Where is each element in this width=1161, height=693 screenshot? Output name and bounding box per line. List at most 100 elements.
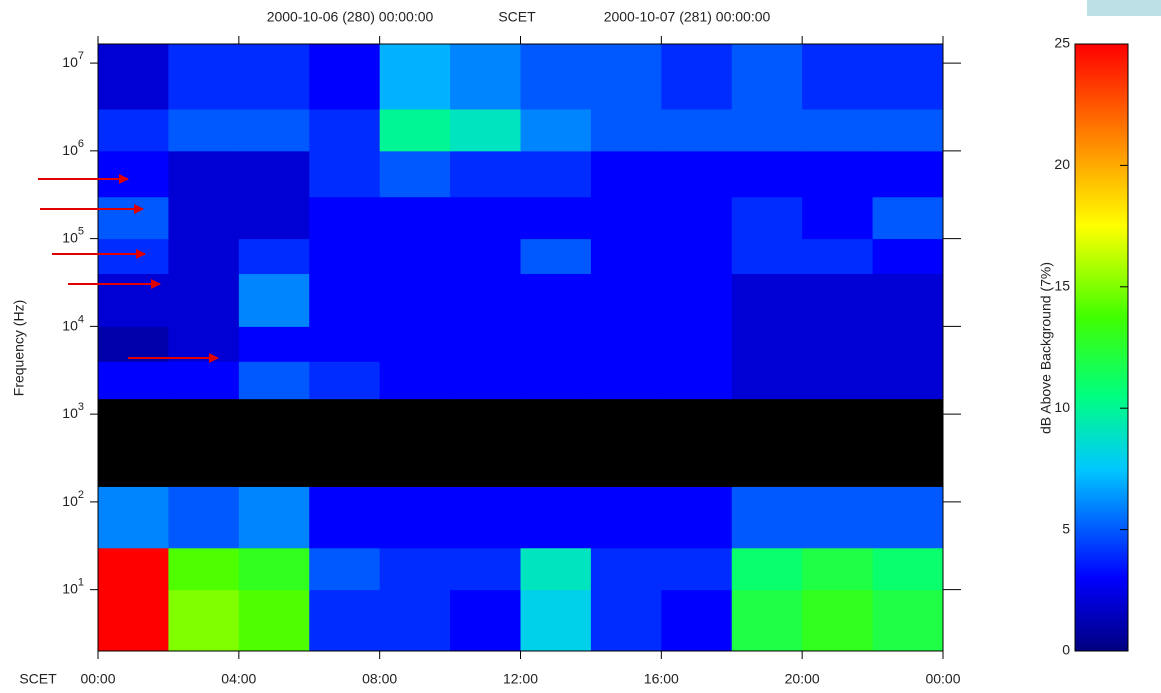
cell xyxy=(450,196,521,240)
cell xyxy=(802,361,874,400)
cell xyxy=(238,273,310,327)
cell xyxy=(872,44,944,110)
cell xyxy=(168,238,240,275)
cell xyxy=(520,108,592,152)
cell xyxy=(520,273,592,327)
cell xyxy=(731,589,803,652)
cell xyxy=(379,238,451,275)
cell xyxy=(450,273,521,327)
cell xyxy=(450,547,521,591)
x-tick-label: 04:00 xyxy=(221,671,256,687)
y-tick-exponent: 3 xyxy=(78,401,84,413)
cell xyxy=(802,108,874,152)
x-tick-label: 12:00 xyxy=(503,671,538,687)
cell xyxy=(802,486,874,549)
cell xyxy=(450,361,521,400)
cell xyxy=(168,547,240,591)
cell xyxy=(872,589,944,652)
cell xyxy=(872,398,944,487)
y-tick-exponent: 7 xyxy=(78,50,84,62)
cell xyxy=(520,238,592,275)
cell xyxy=(590,547,662,591)
y-tick-label: 104 xyxy=(62,313,84,333)
cell xyxy=(379,273,451,327)
cell xyxy=(168,273,240,327)
colorbar-tick-label: 10 xyxy=(1054,399,1070,415)
cell xyxy=(661,196,733,240)
cell xyxy=(379,108,451,152)
cell xyxy=(520,44,592,110)
cell xyxy=(168,589,240,652)
cell xyxy=(450,108,521,152)
cell xyxy=(661,108,733,152)
y-tick-label: 101 xyxy=(62,577,84,597)
cell xyxy=(450,326,521,362)
y-tick-label: 106 xyxy=(62,138,84,158)
cell xyxy=(872,150,944,198)
cell xyxy=(309,150,381,198)
cell xyxy=(238,326,310,362)
cell xyxy=(872,486,944,549)
cell xyxy=(168,150,240,198)
y-tick-base: 10 xyxy=(62,580,78,596)
cell xyxy=(168,326,240,362)
cell xyxy=(450,398,521,487)
cell xyxy=(379,44,451,110)
cell xyxy=(802,326,874,362)
cell xyxy=(379,326,451,362)
cell xyxy=(238,196,310,240)
cell xyxy=(520,398,592,487)
y-tick-base: 10 xyxy=(62,317,78,333)
cell xyxy=(802,44,874,110)
cell xyxy=(98,44,169,110)
cell xyxy=(168,398,240,487)
cell xyxy=(450,589,521,652)
cell xyxy=(661,273,733,327)
y-tick-label: 105 xyxy=(62,226,84,246)
cell xyxy=(661,238,733,275)
cell xyxy=(520,196,592,240)
cell xyxy=(98,547,169,591)
cell xyxy=(450,44,521,110)
cell xyxy=(731,44,803,110)
cell xyxy=(379,196,451,240)
cell xyxy=(168,108,240,152)
cell xyxy=(731,547,803,591)
cell xyxy=(872,238,944,275)
cell xyxy=(590,273,662,327)
y-tick-label: 107 xyxy=(62,50,84,70)
cell xyxy=(168,361,240,400)
y-tick-exponent: 1 xyxy=(78,577,84,589)
cell xyxy=(590,361,662,400)
cell xyxy=(238,238,310,275)
cell xyxy=(731,196,803,240)
y-tick-exponent: 6 xyxy=(78,138,84,150)
cell xyxy=(661,361,733,400)
cell xyxy=(379,150,451,198)
cell xyxy=(98,196,169,240)
y-tick-exponent: 4 xyxy=(78,313,84,325)
cell xyxy=(238,398,310,487)
cell xyxy=(731,326,803,362)
cell xyxy=(872,273,944,327)
colorbar-tick-label: 25 xyxy=(1054,35,1070,51)
cell xyxy=(98,150,169,198)
colorbar-tick-label: 15 xyxy=(1054,278,1070,294)
cell xyxy=(98,398,169,487)
cell xyxy=(731,238,803,275)
cell xyxy=(168,44,240,110)
cell xyxy=(379,589,451,652)
cell xyxy=(731,150,803,198)
cell xyxy=(802,238,874,275)
arrows xyxy=(38,174,219,363)
cell xyxy=(238,108,310,152)
cell xyxy=(661,326,733,362)
cell xyxy=(98,238,169,275)
cell xyxy=(379,361,451,400)
cell xyxy=(450,486,521,549)
cell xyxy=(872,326,944,362)
cell xyxy=(450,150,521,198)
y-tick-base: 10 xyxy=(62,54,78,70)
cell xyxy=(590,196,662,240)
